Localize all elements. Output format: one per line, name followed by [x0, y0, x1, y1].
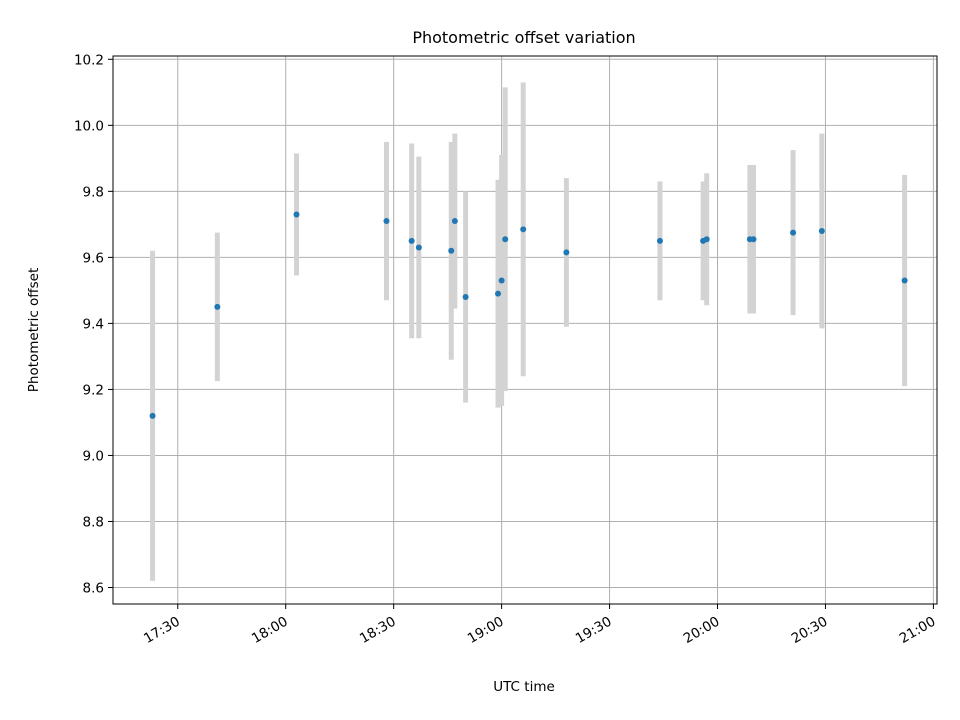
- y-axis-label: Photometric offset: [26, 268, 42, 392]
- data-point: [502, 236, 509, 243]
- data-point: [703, 236, 710, 243]
- y-axis-ticks: 8.6 8.8 9.0 9.2 9.4 9.6 9.8 10.0 10.2: [74, 52, 113, 596]
- data-point: [498, 277, 505, 284]
- y-tick-label: 10.0: [74, 118, 104, 134]
- x-axis-ticks: 17:30 18:00 18:30 19:00 19:30 20:00 20:30 21:00: [141, 604, 938, 647]
- x-tick-label: 19:00: [465, 614, 507, 647]
- error-bars: [150, 82, 908, 581]
- data-point: [520, 226, 527, 233]
- data-point: [818, 227, 825, 234]
- data-point: [563, 249, 570, 256]
- data-point: [790, 229, 797, 236]
- x-tick-label: 19:30: [573, 614, 615, 647]
- data-point: [462, 293, 469, 300]
- data-point: [451, 218, 458, 225]
- x-tick-label: 18:00: [249, 614, 291, 647]
- chart-title: Photometric offset variation: [412, 28, 635, 47]
- y-tick-label: 9.2: [83, 382, 104, 398]
- data-point: [383, 218, 390, 225]
- data-point: [415, 244, 422, 251]
- data-point: [750, 236, 757, 243]
- x-tick-label: 20:00: [681, 614, 723, 647]
- y-tick-label: 10.2: [74, 52, 104, 68]
- data-point: [214, 303, 221, 310]
- y-tick-label: 8.8: [83, 514, 104, 530]
- x-tick-label: 21:00: [897, 614, 939, 647]
- x-tick-label: 18:30: [357, 614, 399, 647]
- y-tick-label: 9.4: [83, 316, 104, 332]
- data-point: [149, 412, 156, 419]
- data-points: [149, 211, 908, 419]
- data-point: [901, 277, 908, 284]
- x-tick-label: 17:30: [141, 614, 183, 647]
- data-point: [408, 237, 415, 244]
- y-tick-label: 9.6: [83, 250, 104, 266]
- y-tick-label: 9.8: [83, 184, 104, 200]
- y-tick-label: 8.6: [83, 580, 104, 596]
- data-point: [656, 237, 663, 244]
- data-point: [495, 290, 502, 297]
- x-tick-label: 20:30: [789, 614, 831, 647]
- plot-frame: [112, 55, 938, 605]
- y-tick-label: 9.0: [83, 448, 104, 464]
- x-axis-label: UTC time: [493, 679, 555, 695]
- data-point: [293, 211, 300, 218]
- data-point: [448, 247, 455, 254]
